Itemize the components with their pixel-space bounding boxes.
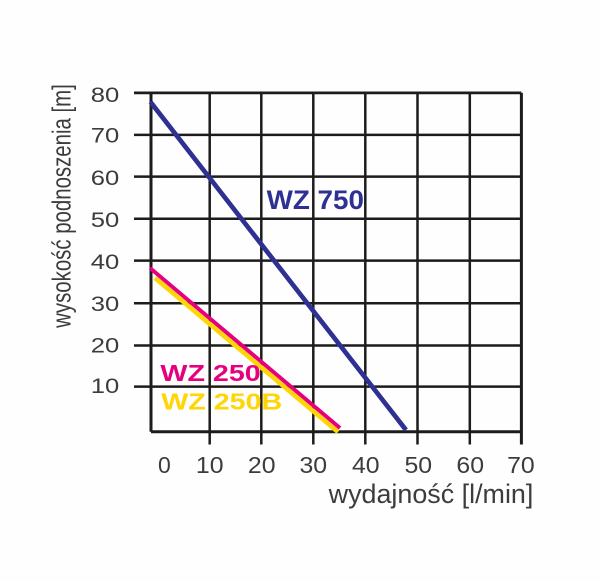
svg-text:WZ 250: WZ 250 — [160, 360, 260, 387]
svg-text:WZ 750: WZ 750 — [267, 184, 364, 215]
svg-text:80: 80 — [91, 83, 119, 106]
svg-text:70: 70 — [91, 124, 119, 147]
svg-text:50: 50 — [91, 208, 119, 231]
svg-text:70: 70 — [507, 453, 535, 479]
svg-text:20: 20 — [91, 334, 119, 357]
svg-text:50: 50 — [404, 453, 432, 479]
svg-text:wysokość podnoszenia [m]: wysokość podnoszenia [m] — [47, 84, 76, 329]
svg-text:30: 30 — [299, 453, 327, 479]
svg-text:30: 30 — [91, 292, 119, 315]
svg-text:40: 40 — [352, 453, 380, 479]
svg-text:wydajność [l/min]: wydajność [l/min] — [328, 479, 534, 509]
svg-text:0: 0 — [158, 452, 171, 478]
svg-text:10: 10 — [91, 374, 119, 397]
svg-text:WZ 250B: WZ 250B — [161, 388, 282, 415]
svg-text:10: 10 — [196, 453, 224, 479]
svg-text:20: 20 — [248, 453, 276, 479]
svg-text:60: 60 — [456, 453, 484, 479]
svg-text:60: 60 — [91, 166, 119, 189]
svg-text:40: 40 — [91, 250, 119, 273]
